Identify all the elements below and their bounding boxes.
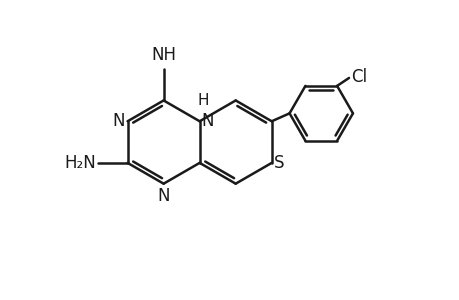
Text: H₂N: H₂N xyxy=(64,154,95,172)
Text: Cl: Cl xyxy=(350,68,366,86)
Text: N: N xyxy=(157,187,169,205)
Text: N: N xyxy=(201,112,214,130)
Text: NH: NH xyxy=(151,46,176,64)
Text: N: N xyxy=(112,112,124,130)
Text: S: S xyxy=(273,154,284,172)
Text: H: H xyxy=(197,93,209,108)
